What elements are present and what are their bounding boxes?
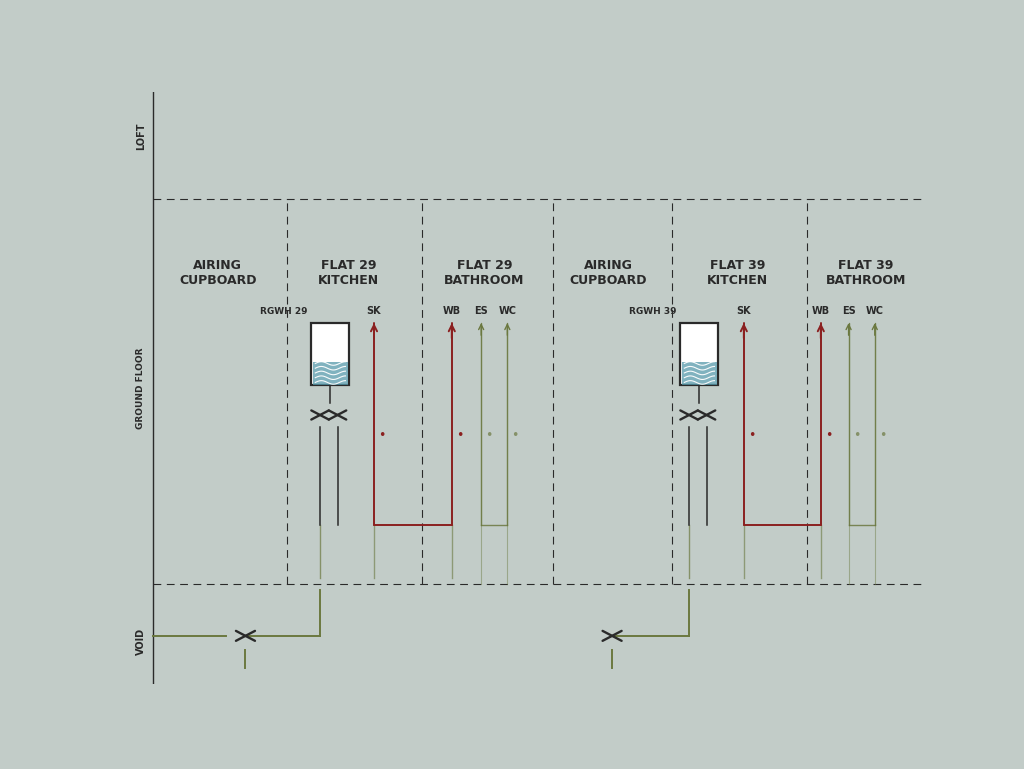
Text: FLAT 39
KITCHEN: FLAT 39 KITCHEN (707, 259, 768, 287)
Text: RGWH 29: RGWH 29 (260, 307, 307, 315)
Text: WC: WC (865, 305, 884, 315)
Text: ES: ES (842, 305, 855, 315)
Text: •: • (378, 429, 386, 442)
Text: GROUND FLOOR: GROUND FLOOR (136, 348, 145, 429)
Bar (311, 323, 349, 385)
Text: LOFT: LOFT (136, 123, 145, 151)
Bar (313, 361, 348, 385)
Text: •: • (456, 429, 464, 442)
Text: AIRING
CUPBOARD: AIRING CUPBOARD (569, 259, 647, 287)
Text: VOID: VOID (136, 628, 145, 655)
Text: •: • (825, 429, 833, 442)
Text: RGWH 39: RGWH 39 (629, 307, 677, 315)
Text: WB: WB (812, 305, 829, 315)
Text: FLAT 29
BATHROOM: FLAT 29 BATHROOM (444, 259, 524, 287)
Text: FLAT 29
KITCHEN: FLAT 29 KITCHEN (318, 259, 379, 287)
Text: WB: WB (442, 305, 461, 315)
Bar (682, 361, 717, 385)
Text: •: • (879, 429, 887, 442)
Text: WC: WC (499, 305, 516, 315)
Text: ES: ES (474, 305, 488, 315)
Text: •: • (512, 429, 519, 442)
Text: •: • (485, 429, 493, 442)
Text: AIRING
CUPBOARD: AIRING CUPBOARD (179, 259, 256, 287)
Text: •: • (853, 429, 860, 442)
Text: •: • (749, 429, 756, 442)
Text: SK: SK (736, 305, 752, 315)
Text: SK: SK (367, 305, 381, 315)
Bar (680, 323, 719, 385)
Text: FLAT 39
BATHROOM: FLAT 39 BATHROOM (826, 259, 906, 287)
